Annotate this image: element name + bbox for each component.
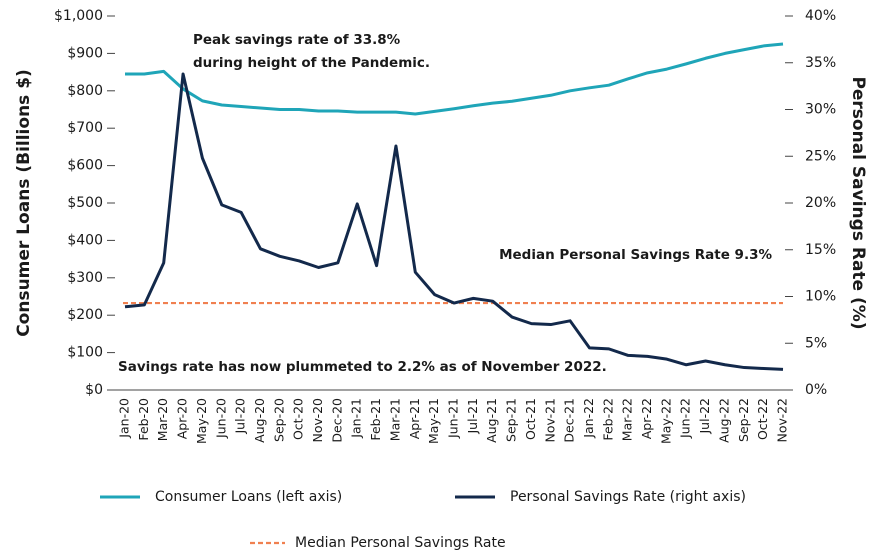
y-tick-label: $700 <box>67 120 103 136</box>
x-tick-label: Feb-22 <box>600 398 615 441</box>
x-tick-label: May-21 <box>426 398 441 444</box>
y2-tick-label: 40% <box>805 8 836 24</box>
x-tick-label: Oct-22 <box>755 398 770 440</box>
x-tick-label: Mar-20 <box>155 398 170 441</box>
annotation: Median Personal Savings Rate 9.3% <box>499 247 772 263</box>
y-tick-label: $400 <box>67 232 103 248</box>
x-tick-label: Jan-20 <box>117 398 132 439</box>
annotation: during height of the Pandemic. <box>193 55 430 71</box>
x-tick-label: Jul-20 <box>233 398 248 435</box>
x-tick-label: Mar-22 <box>620 398 635 441</box>
y2-tick-label: 0% <box>805 382 827 398</box>
x-tick-label: Oct-20 <box>291 398 306 440</box>
x-tick-label: Jul-21 <box>465 398 480 435</box>
x-tick-label: Jun-21 <box>446 398 461 439</box>
y-tick-label: $1,000 <box>54 8 103 24</box>
y2-tick-label: 30% <box>805 102 836 118</box>
y-tick-label: $0 <box>85 382 103 398</box>
y-tick-label: $500 <box>67 195 103 211</box>
y-tick-label: $900 <box>67 45 103 61</box>
legend-label: Consumer Loans (left axis) <box>155 489 342 505</box>
annotation: Peak savings rate of 33.8% <box>193 32 401 48</box>
x-tick-label: Nov-21 <box>542 398 557 442</box>
x-tick-label: Apr-21 <box>407 398 422 439</box>
y-tick-label: $300 <box>67 270 103 286</box>
x-tick-label: Jun-20 <box>213 398 228 439</box>
x-tick-label: Apr-20 <box>175 398 190 439</box>
y-tick-label: $600 <box>67 158 103 174</box>
x-tick-label: Aug-20 <box>252 398 267 443</box>
legend-label: Median Personal Savings Rate <box>295 535 506 551</box>
x-tick-label: Nov-22 <box>775 398 790 442</box>
x-tick-label: May-20 <box>194 398 209 444</box>
annotation: Savings rate has now plummeted to 2.2% a… <box>118 359 607 375</box>
x-tick-label: Feb-21 <box>368 398 383 441</box>
x-tick-label: Dec-20 <box>329 398 344 443</box>
x-tick-label: Mar-21 <box>387 398 402 441</box>
x-tick-label: Dec-21 <box>562 398 577 443</box>
x-tick-label: Aug-22 <box>716 398 731 443</box>
y-tick-label: $200 <box>67 307 103 323</box>
x-tick-label: Sep-20 <box>271 398 286 442</box>
x-tick-label: Feb-20 <box>136 398 151 441</box>
y-tick-label: $800 <box>67 83 103 99</box>
x-tick-label: Jan-22 <box>581 398 596 439</box>
series-line <box>124 72 784 371</box>
x-tick-label: May-22 <box>658 398 673 444</box>
x-tick-label: Sep-22 <box>736 398 751 442</box>
y2-tick-label: 25% <box>805 148 836 164</box>
x-tick-label: Jun-22 <box>678 398 693 439</box>
x-tick-label: Sep-21 <box>504 398 519 442</box>
y2-tick-label: 10% <box>805 289 836 305</box>
y2-tick-label: 20% <box>805 195 836 211</box>
y-tick-label: $100 <box>67 345 103 361</box>
x-tick-label: Nov-20 <box>310 398 325 443</box>
x-tick-label: Oct-21 <box>523 398 538 440</box>
x-tick-label: Jan-21 <box>349 398 364 439</box>
y2-tick-label: 5% <box>805 335 827 351</box>
x-tick-label: Jul-22 <box>697 398 712 435</box>
y-axis-label: Consumer Loans (Billions $) <box>14 69 34 337</box>
y2-axis-label: Personal Savings Rate (%) <box>848 76 868 329</box>
series-line <box>125 42 784 116</box>
x-tick-label: Aug-21 <box>484 398 499 443</box>
y2-tick-label: 15% <box>805 242 836 258</box>
legend-label: Personal Savings Rate (right axis) <box>510 489 746 505</box>
x-tick-label: Apr-22 <box>639 398 654 439</box>
y2-tick-label: 35% <box>805 55 836 71</box>
